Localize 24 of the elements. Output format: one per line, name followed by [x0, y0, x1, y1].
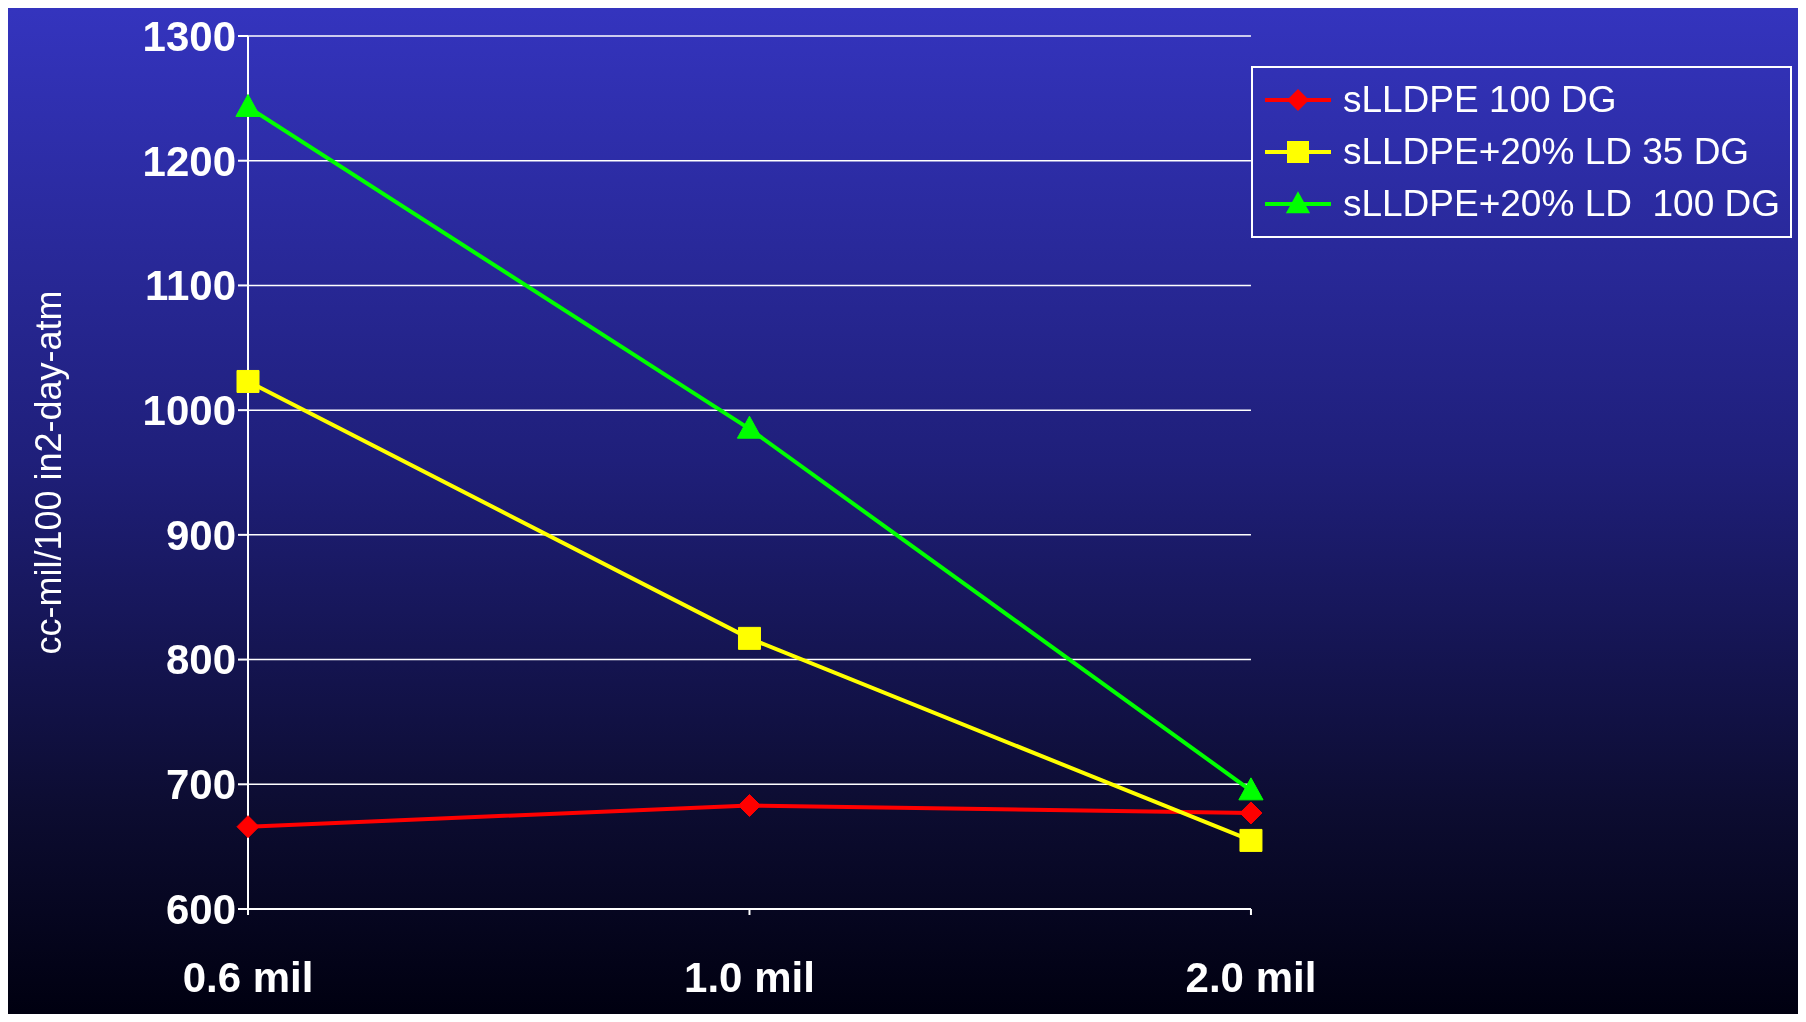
point	[737, 793, 761, 817]
y-tick-label: 1000	[142, 387, 236, 435]
y-tick-label: 1300	[142, 12, 236, 60]
point	[736, 415, 763, 439]
point	[235, 93, 261, 117]
legend-label: sLLDPE+20% LD 100 DG	[1342, 183, 1780, 225]
x-tick-label: 2.0 mil	[1185, 953, 1317, 1001]
point	[236, 369, 260, 393]
legend-label: sLLDPE 100 DG	[1342, 79, 1617, 121]
y-tick-label: 1200	[142, 137, 236, 185]
point	[1239, 801, 1263, 825]
point	[236, 815, 260, 839]
x-tick-label: 1.0 mil	[684, 953, 815, 1001]
y-axis-title: cc-mil/100 in2-day-atm	[27, 290, 69, 655]
point	[1239, 828, 1263, 852]
x-tick-label: 0.6 mil	[182, 953, 314, 1001]
y-tick-label: 700	[165, 761, 236, 809]
y-tick-label: 600	[165, 885, 236, 933]
y-tick-label: 900	[165, 511, 236, 559]
point	[737, 626, 761, 650]
y-tick-label: 1100	[144, 262, 236, 310]
point	[1238, 777, 1264, 801]
legend-label: sLLDPE+20% LD 35 DG	[1342, 131, 1750, 173]
y-tick-label: 800	[165, 636, 236, 684]
